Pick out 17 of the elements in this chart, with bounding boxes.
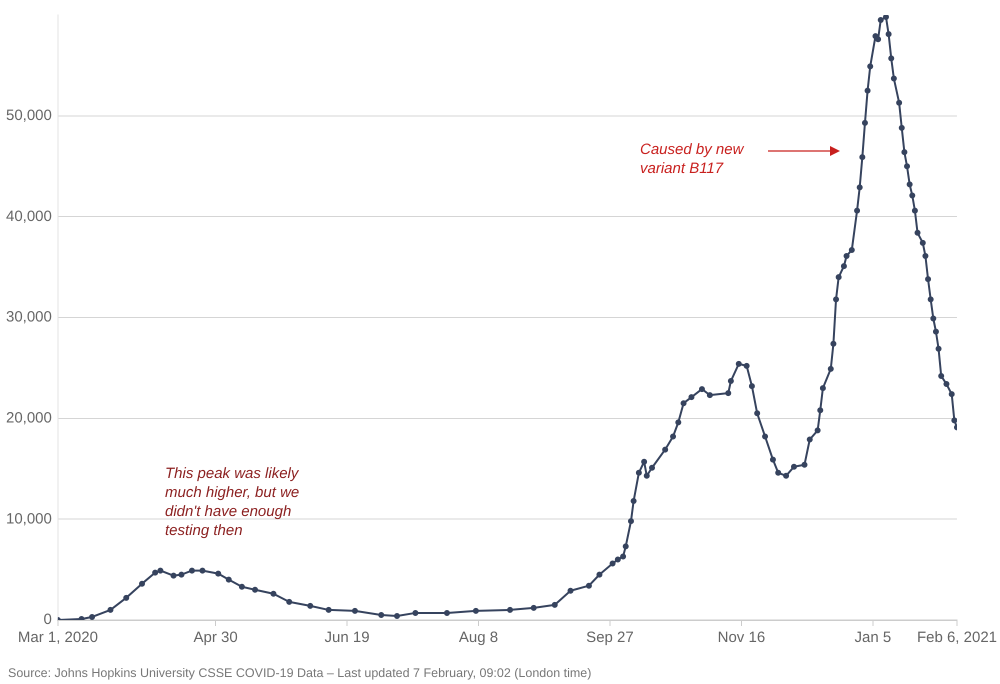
x-tick-label: Jan 5: [854, 629, 892, 646]
annotation: This peak was likely much higher, but we didn't have enough testing then: [165, 464, 300, 540]
source-note: Source: Johns Hopkins University CSSE COVID-19 Data – Last updated 7 February, 09:02 (London time): [8, 666, 592, 680]
y-tick-label: 50,000: [6, 106, 52, 124]
y-tick-label: 30,000: [6, 308, 52, 326]
y-tick-label: 20,000: [6, 409, 52, 426]
x-tick-label: Mar 1, 2020: [18, 629, 98, 646]
x-tick-label: Aug 8: [458, 629, 498, 646]
y-tick-label: 10,000: [6, 510, 52, 528]
y-tick-label: 40,000: [6, 208, 52, 225]
x-tick-label: Nov 16: [718, 629, 766, 646]
x-tick-label: Feb 6, 2021: [916, 629, 997, 646]
annotation: Caused by new variant B117: [640, 140, 746, 178]
x-tick-label: Apr 30: [194, 629, 238, 646]
y-tick-label: 0: [44, 611, 52, 628]
x-tick-label: Sep 27: [586, 629, 634, 646]
x-tick-label: Jun 19: [324, 629, 370, 646]
